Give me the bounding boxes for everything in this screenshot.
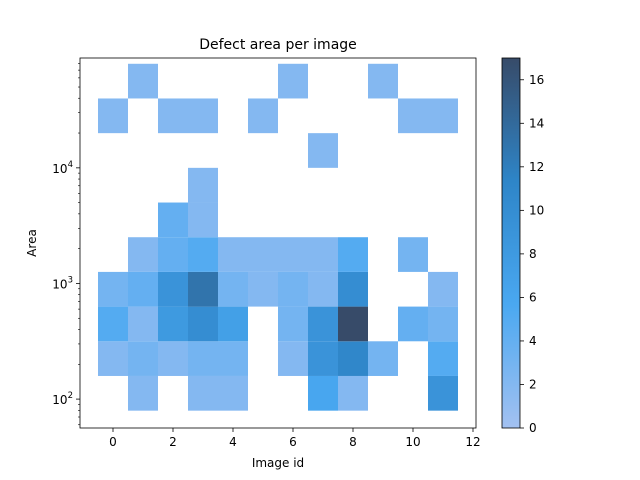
heatmap-cell bbox=[428, 306, 458, 342]
heatmap-cell bbox=[128, 375, 158, 411]
colorbar-tick-label: 2 bbox=[529, 377, 537, 391]
heatmap-cell bbox=[158, 202, 188, 238]
heatmap-cell bbox=[158, 341, 188, 376]
heatmap-cell bbox=[98, 98, 128, 134]
chart-title: Defect area per image bbox=[199, 37, 357, 53]
colorbar-tick-label: 4 bbox=[529, 334, 537, 348]
heatmap-cells bbox=[98, 63, 458, 411]
heatmap-cell bbox=[428, 375, 458, 411]
heatmap-cell bbox=[98, 306, 128, 342]
heatmap-cell bbox=[218, 271, 248, 307]
heatmap-cell bbox=[188, 237, 218, 272]
y-tick-label: 103 bbox=[52, 275, 73, 291]
heatmap-cell bbox=[128, 341, 158, 376]
x-axis-label: Image id bbox=[252, 456, 304, 470]
heatmap-cell bbox=[158, 237, 188, 272]
heatmap-cell bbox=[308, 271, 338, 307]
heatmap-cell bbox=[218, 375, 248, 411]
heatmap-cell bbox=[278, 271, 308, 307]
x-tick-label: 10 bbox=[405, 435, 420, 449]
colorbar-bar bbox=[501, 57, 521, 429]
colorbar-tick-label: 10 bbox=[529, 203, 544, 217]
colorbar-tick-label: 14 bbox=[529, 116, 544, 130]
heatmap-cell bbox=[248, 237, 278, 272]
y-axis: 102 103 104 bbox=[52, 63, 80, 426]
heatmap-cell bbox=[398, 306, 428, 342]
x-tick-label: 8 bbox=[349, 435, 357, 449]
heatmap-cell bbox=[368, 63, 398, 99]
heatmap-cell bbox=[98, 341, 128, 376]
heatmap-cell bbox=[338, 375, 368, 411]
colorbar-tick-label: 16 bbox=[529, 73, 544, 87]
heatmap-cell bbox=[278, 63, 308, 99]
y-tick-label: 104 bbox=[52, 160, 73, 176]
heatmap-cell bbox=[338, 306, 368, 342]
heatmap-cell bbox=[428, 98, 458, 134]
heatmap-cell bbox=[188, 306, 218, 342]
heatmap-cell bbox=[428, 341, 458, 376]
heatmap-cell bbox=[338, 341, 368, 376]
heatmap-cell bbox=[158, 271, 188, 307]
heatmap-cell bbox=[128, 306, 158, 342]
x-tick-label: 0 bbox=[109, 435, 117, 449]
heatmap-cell bbox=[98, 271, 128, 307]
heatmap-cell bbox=[218, 341, 248, 376]
heatmap-cell bbox=[308, 375, 338, 411]
colorbar: 0 2 4 6 8 10 12 14 16 bbox=[501, 57, 544, 435]
x-tick-label: 2 bbox=[169, 435, 177, 449]
heatmap-cell bbox=[158, 306, 188, 342]
heatmap-cell bbox=[188, 341, 218, 376]
heatmap-cell bbox=[398, 237, 428, 272]
heatmap-cell bbox=[128, 271, 158, 307]
heatmap-cell bbox=[338, 271, 368, 307]
heatmap-cell bbox=[338, 237, 368, 272]
heatmap-cell bbox=[188, 271, 218, 307]
x-axis: 0 2 4 6 8 10 12 bbox=[109, 428, 481, 449]
heatmap-cell bbox=[308, 341, 338, 376]
heatmap-cell bbox=[128, 63, 158, 99]
heatmap-cell bbox=[308, 237, 338, 272]
y-axis-label: Area bbox=[25, 229, 39, 257]
heatmap-cell bbox=[398, 98, 428, 134]
heatmap-cell bbox=[218, 306, 248, 342]
heatmap-cell bbox=[368, 341, 398, 376]
plot-frame bbox=[79, 57, 477, 429]
heatmap-cell bbox=[428, 271, 458, 307]
y-tick-label: 102 bbox=[52, 391, 73, 407]
heatmap-cell bbox=[218, 237, 248, 272]
colorbar-tick-label: 8 bbox=[529, 247, 537, 261]
heatmap-cell bbox=[188, 98, 218, 134]
heatmap-cell bbox=[248, 98, 278, 134]
x-tick-label: 4 bbox=[229, 435, 237, 449]
colorbar-tick-label: 12 bbox=[529, 160, 544, 174]
colorbar-tick-label: 6 bbox=[529, 290, 537, 304]
heatmap-cell bbox=[128, 237, 158, 272]
heatmap-cell bbox=[188, 167, 218, 203]
heatmap-cell bbox=[278, 306, 308, 342]
colorbar-tick-label: 0 bbox=[529, 421, 537, 435]
x-tick-label: 12 bbox=[465, 435, 480, 449]
heatmap-cell bbox=[158, 98, 188, 134]
heatmap-cell bbox=[188, 202, 218, 238]
heatmap-cell bbox=[308, 133, 338, 168]
heatmap-cell bbox=[308, 306, 338, 342]
heatmap-cell bbox=[278, 341, 308, 376]
x-tick-label: 6 bbox=[289, 435, 297, 449]
heatmap-cell bbox=[248, 271, 278, 307]
heatmap-cell bbox=[188, 375, 218, 411]
heatmap-cell bbox=[278, 237, 308, 272]
